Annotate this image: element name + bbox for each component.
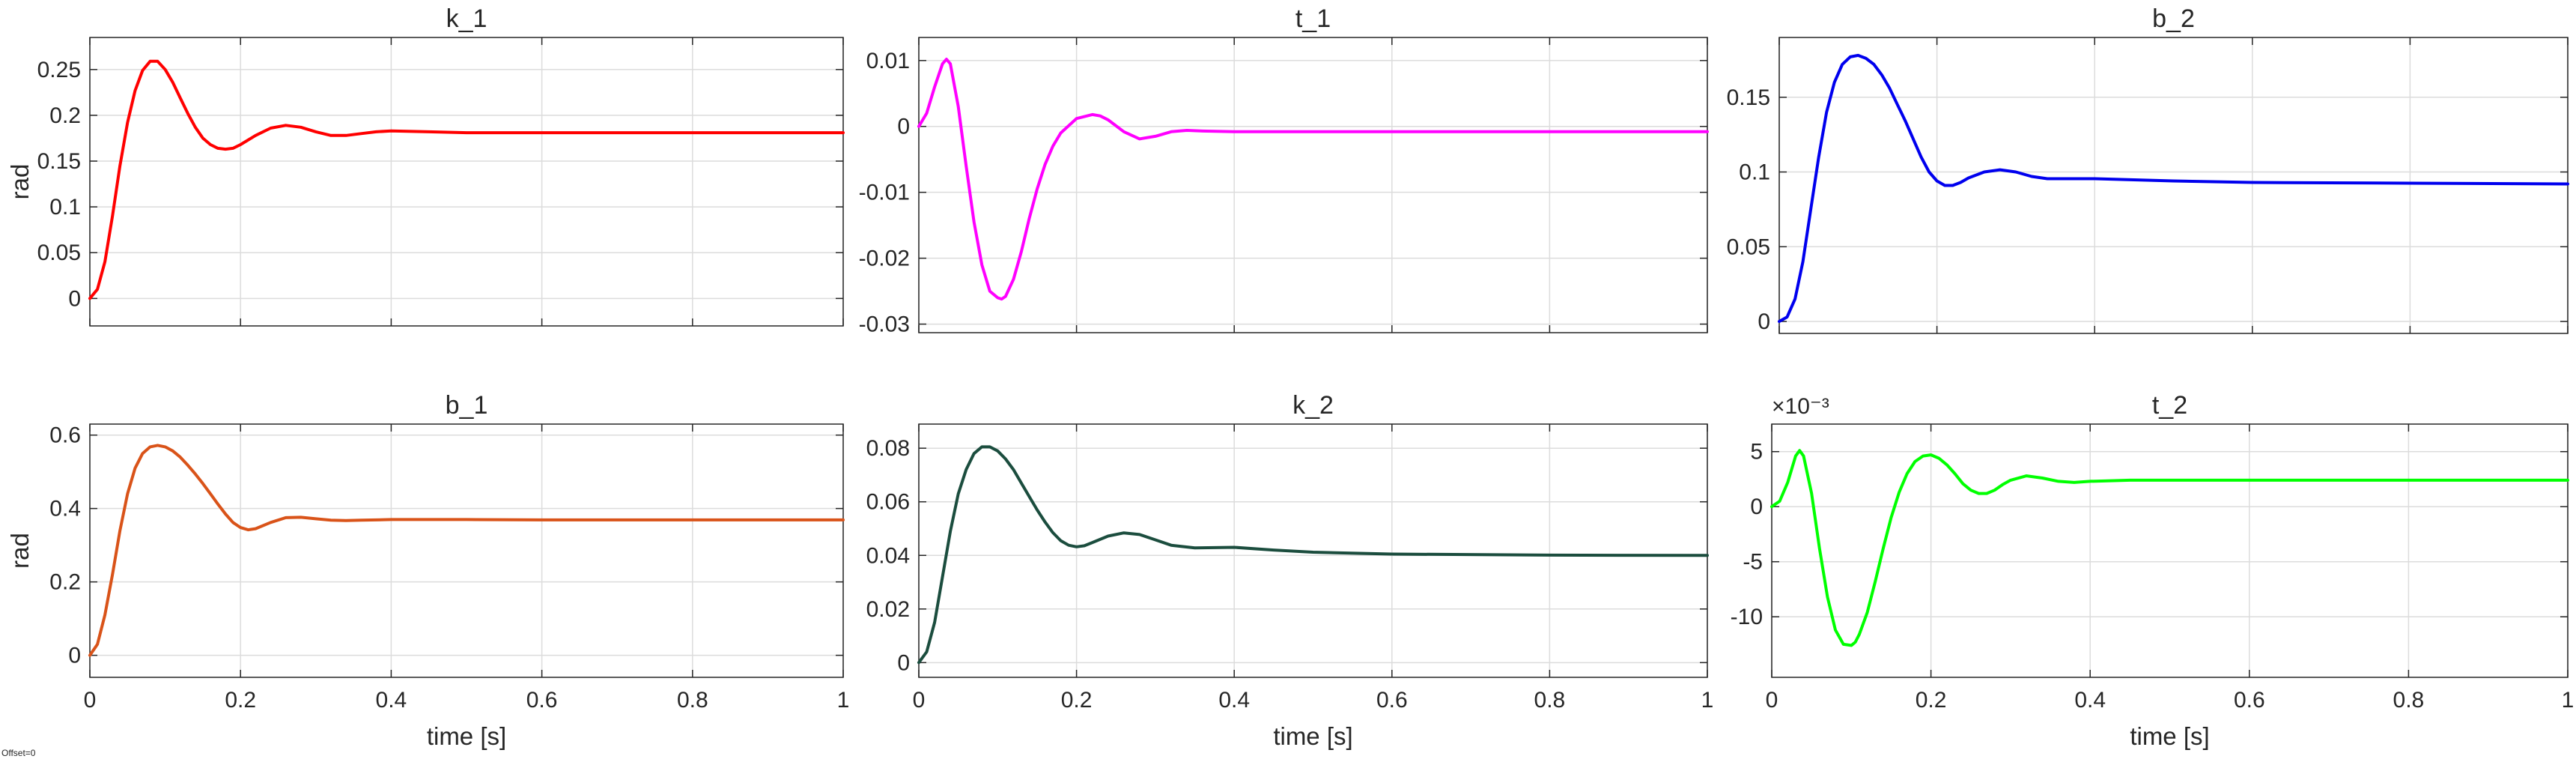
- series-line-k-1: [88, 59, 845, 300]
- y-tick-label: -10: [1731, 605, 1763, 629]
- subplot-title: t_2: [2152, 391, 2187, 420]
- y-tick-label: 0.1: [1739, 160, 1770, 185]
- x-tick-label: 0.2: [225, 688, 256, 713]
- y-tick-label: 0: [68, 286, 81, 311]
- series-line-b-1: [88, 444, 845, 657]
- x-tick-label: 0.4: [1218, 688, 1250, 713]
- y-tick-label: 0.05: [1727, 235, 1770, 259]
- y-tick-label: 0.04: [866, 543, 910, 568]
- axes-box: [918, 37, 1708, 333]
- y-tick-label: 0.08: [866, 436, 910, 461]
- x-tick-label: 0: [913, 688, 926, 713]
- x-axis-label: time [s]: [2130, 722, 2209, 750]
- subplot-t-1: -0.03 -0.02 -0.01 0 0.01 t_1: [859, 4, 1709, 337]
- y-tick-label: 0: [1750, 495, 1763, 519]
- series-line-t-2: [1770, 449, 2569, 647]
- y-tick-label: -0.03: [859, 312, 910, 337]
- y-axis-label: rad: [6, 533, 34, 569]
- series-line-b-2: [1778, 53, 2569, 323]
- y-tick-label: 0: [897, 650, 910, 675]
- y-tick-label: 0: [1758, 309, 1770, 334]
- x-tick-label: 0.8: [1534, 688, 1566, 713]
- series-line-k-2: [917, 445, 1709, 665]
- axes-box: [89, 423, 844, 678]
- y-tick-label: 0.15: [1727, 85, 1770, 110]
- x-tick-label: 0.6: [1376, 688, 1408, 713]
- subplot-title: b_2: [2152, 4, 2195, 33]
- y-tick-label: -5: [1743, 550, 1763, 575]
- y-tick-label: 0.25: [37, 58, 81, 82]
- y-tick-label: 0.06: [866, 490, 910, 515]
- x-tick-label: 0.8: [2393, 688, 2425, 713]
- x-tick-label: 0: [1766, 688, 1778, 713]
- x-tick-label: 0.4: [376, 688, 407, 713]
- y-tick-label: -0.01: [859, 181, 910, 205]
- subplot-title: b_1: [446, 391, 488, 420]
- axes-box: [1778, 37, 2569, 334]
- x-tick-label: 0.6: [526, 688, 558, 713]
- y-exponent-label: ×10⁻³: [1772, 394, 1829, 419]
- x-tick-label: 1: [837, 688, 850, 713]
- subplot-b-2: 0 0.05 0.1 0.15 b_2: [1727, 4, 2569, 334]
- y-tick-label: 0: [897, 115, 910, 139]
- y-tick-label: -0.02: [859, 247, 910, 271]
- axes-box: [918, 423, 1708, 678]
- series-line-t-1: [917, 58, 1709, 301]
- x-axis-label: time [s]: [1273, 722, 1352, 750]
- y-tick-label: 0.01: [866, 49, 910, 73]
- x-tick-label: 0.8: [677, 688, 708, 713]
- y-tick-label: 0.02: [866, 597, 910, 622]
- x-axis-label: time [s]: [427, 722, 506, 750]
- offset-label: Offset=0: [1, 748, 36, 758]
- y-tick-label: 0.4: [49, 497, 81, 521]
- y-tick-label: 0.2: [49, 103, 81, 128]
- x-tick-label: 0.6: [2234, 688, 2265, 713]
- subplot-title: t_1: [1295, 4, 1331, 33]
- axes-box: [89, 37, 844, 327]
- y-tick-label: 0.6: [49, 423, 81, 448]
- x-tick-label: 0.4: [2074, 688, 2106, 713]
- axes-box: [1771, 423, 2569, 678]
- y-tick-label: 5: [1750, 440, 1763, 465]
- x-tick-label: 0.2: [1061, 688, 1093, 713]
- y-tick-label: 0.2: [49, 570, 81, 595]
- y-tick-label: 0.1: [49, 195, 81, 220]
- x-tick-label: 0: [84, 688, 97, 713]
- x-tick-label: 0.2: [1916, 688, 1947, 713]
- y-tick-label: 0: [68, 644, 81, 668]
- y-axis-label: rad: [6, 164, 34, 200]
- y-tick-label: 0.05: [37, 241, 81, 265]
- y-tick-label: 0.15: [37, 149, 81, 174]
- x-tick-label: 1: [2562, 688, 2575, 713]
- subplot-title: k_2: [1292, 391, 1334, 420]
- x-tick-label: 1: [1701, 688, 1714, 713]
- subplot-title: k_1: [446, 4, 487, 33]
